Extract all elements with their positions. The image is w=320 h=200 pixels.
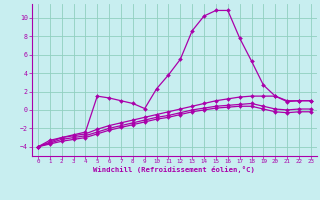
- X-axis label: Windchill (Refroidissement éolien,°C): Windchill (Refroidissement éolien,°C): [93, 166, 255, 173]
